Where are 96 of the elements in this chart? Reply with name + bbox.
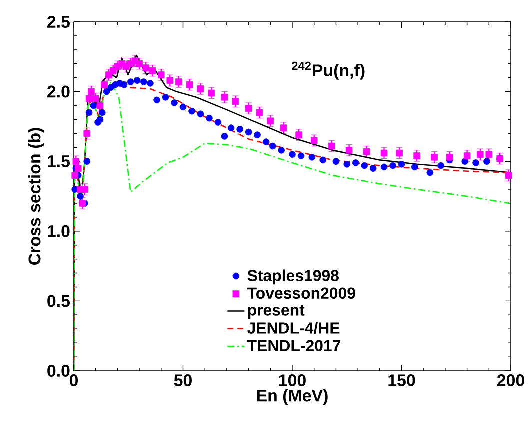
point [154, 96, 160, 104]
point [486, 151, 493, 158]
point [320, 156, 326, 164]
point [245, 128, 252, 136]
y-tick-label: 0.5 [48, 295, 70, 308]
point [140, 78, 148, 86]
point [254, 132, 261, 138]
point [171, 100, 178, 106]
point [90, 102, 98, 110]
point [96, 116, 104, 124]
point [120, 81, 128, 88]
point [103, 88, 110, 96]
point [256, 109, 264, 116]
point [308, 154, 316, 161]
point [149, 67, 156, 74]
point [278, 147, 285, 154]
x-axis-title: En (MeV) [257, 389, 328, 406]
y-tick-label: 1.5 [48, 156, 70, 168]
point [134, 77, 141, 84]
point [280, 124, 288, 132]
point [99, 109, 106, 116]
point [206, 114, 213, 122]
point [267, 118, 274, 124]
point [221, 133, 228, 140]
point [162, 94, 170, 101]
point [72, 172, 78, 179]
point [232, 98, 240, 105]
annotation: $^{242}$Pu(n,f) [292, 62, 365, 80]
point [208, 90, 216, 97]
point [298, 152, 305, 160]
point [147, 80, 154, 87]
point [236, 126, 244, 133]
point [158, 72, 165, 78]
point [221, 94, 228, 101]
legend-label: TENDL-2017 [247, 340, 340, 352]
point [426, 169, 434, 176]
point [446, 154, 454, 161]
y-tick-label: 2.5 [48, 16, 70, 28]
point [472, 160, 480, 166]
x-tick-label: 100 [279, 374, 306, 387]
legend-label: Tovesson2009 [247, 288, 356, 300]
point [72, 158, 80, 165]
point [175, 78, 182, 86]
y-tick-label: 2.0 [48, 86, 70, 98]
point [127, 78, 134, 86]
point [477, 151, 484, 158]
point [228, 124, 235, 132]
y-axis-title: Cross section (b) [28, 128, 44, 265]
point [84, 158, 90, 165]
point [289, 151, 296, 158]
point [484, 158, 490, 165]
legend-label: JENDL-4/HE [248, 322, 340, 334]
point [86, 109, 93, 116]
y-tick-label: 1.0 [48, 225, 70, 238]
x-tick-label: 50 [174, 374, 192, 387]
point [411, 164, 418, 171]
point [328, 142, 336, 150]
point [262, 138, 270, 146]
point [414, 152, 420, 160]
x-tick-label: 150 [388, 374, 416, 387]
legend-label: Staples1998 [248, 270, 339, 285]
point [344, 161, 351, 168]
point [390, 162, 396, 170]
point [370, 165, 377, 172]
point [361, 162, 368, 170]
point [431, 154, 438, 161]
point [82, 186, 88, 193]
point [310, 137, 318, 144]
point [346, 147, 353, 154]
point [352, 160, 360, 166]
point [332, 158, 340, 165]
point [380, 164, 388, 171]
point [186, 81, 194, 88]
point [180, 104, 187, 111]
point [505, 172, 512, 179]
point [96, 102, 104, 110]
y-tick-label: 0.0 [48, 365, 70, 377]
point [197, 110, 204, 118]
point [214, 119, 222, 126]
point [296, 132, 302, 138]
point [396, 150, 403, 157]
point [380, 150, 388, 157]
point [166, 77, 174, 84]
point [464, 152, 471, 160]
point [363, 148, 370, 156]
point [188, 108, 196, 115]
legend-label: present [248, 305, 305, 320]
point [269, 142, 276, 150]
point [142, 64, 150, 72]
x-tick-label: 200 [497, 374, 524, 387]
point [438, 162, 444, 170]
point [398, 161, 406, 168]
point [84, 130, 90, 138]
x-tick-label: 0 [70, 374, 78, 387]
point [197, 86, 204, 92]
point [245, 105, 252, 112]
